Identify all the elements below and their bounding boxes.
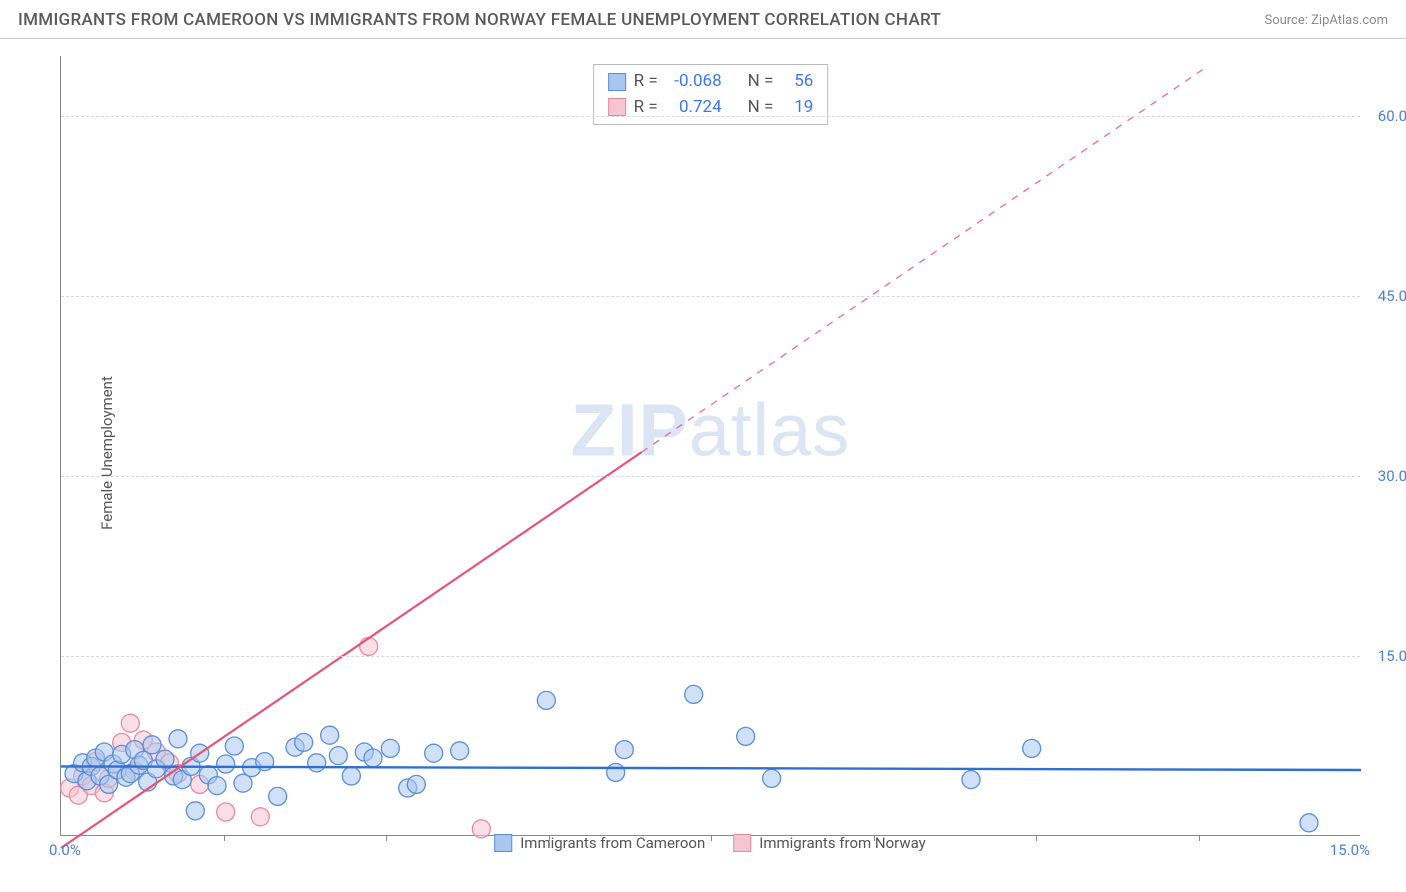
data-point [169,730,187,748]
bottom-legend: Immigrants from Cameroon Immigrants from … [494,834,926,852]
data-point [208,777,226,795]
data-point [425,744,443,762]
data-point [321,726,339,744]
data-point [737,727,755,745]
data-point [329,747,347,765]
data-point [615,741,633,759]
data-point [1023,739,1041,757]
grid-line [61,296,1360,297]
chart-area: Female Unemployment ZIPatlas R =-0.068N … [30,48,1390,858]
data-point [451,742,469,760]
x-tick-mark [1036,835,1037,841]
data-point [225,737,243,755]
data-point [763,769,781,787]
data-point [381,739,399,757]
data-point [121,714,139,732]
data-point [342,767,360,785]
y-tick-label: 60.0% [1378,107,1406,125]
x-tick-start: 0.0% [49,841,81,859]
data-point [962,771,980,789]
data-point [537,691,555,709]
legend-item: Immigrants from Norway [733,834,926,852]
x-tick-mark [1199,835,1200,841]
y-tick-label: 15.0% [1378,647,1406,665]
data-point [685,685,703,703]
data-point [217,755,235,773]
legend-label: Immigrants from Cameroon [520,834,705,852]
x-tick-mark [386,835,387,841]
data-point [472,820,490,838]
data-point [407,775,425,793]
chart-header: IMMIGRANTS FROM CAMEROON VS IMMIGRANTS F… [0,0,1406,39]
grid-line [61,116,1360,117]
grid-line [61,656,1360,657]
legend-item: Immigrants from Cameroon [494,834,705,852]
data-point [251,808,269,826]
legend-swatch [733,834,751,852]
y-tick-label: 30.0% [1378,467,1406,485]
data-point [186,802,204,820]
data-point [143,736,161,754]
x-tick-end: 15.0% [1330,841,1370,859]
data-point [360,637,378,655]
chart-source: Source: ZipAtlas.com [1264,13,1388,28]
plot-svg [61,56,1360,835]
data-point [1300,814,1318,832]
data-point [308,754,326,772]
data-point [269,787,287,805]
legend-label: Immigrants from Norway [759,834,926,852]
grid-line [61,476,1360,477]
data-point [295,733,313,751]
trend-line-extrapolated [642,68,1205,452]
legend-swatch [494,834,512,852]
data-point [217,803,235,821]
y-tick-label: 45.0% [1378,287,1406,305]
x-tick-mark [224,835,225,841]
data-point [607,763,625,781]
chart-title: IMMIGRANTS FROM CAMEROON VS IMMIGRANTS F… [18,10,941,30]
trend-line [61,452,642,848]
plot-region: ZIPatlas R =-0.068N =56R =0.724N =19 0.0… [60,56,1360,836]
data-point [364,749,382,767]
